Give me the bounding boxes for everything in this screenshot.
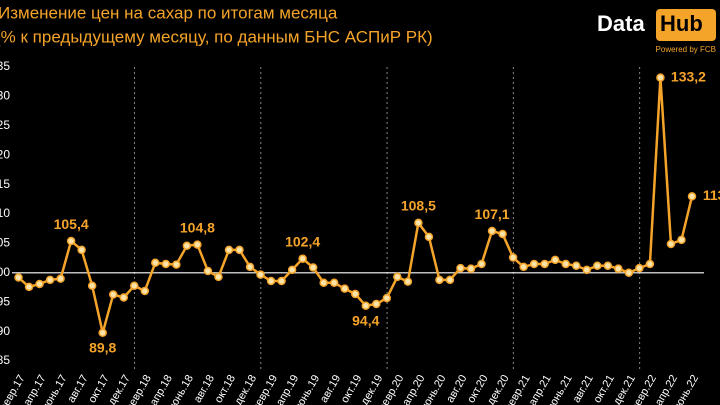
point — [277, 276, 286, 286]
point — [687, 192, 697, 201]
point — [603, 261, 613, 270]
point — [298, 254, 307, 263]
point — [193, 240, 202, 249]
point — [203, 266, 213, 276]
point — [266, 276, 276, 286]
point — [130, 281, 139, 290]
point — [56, 274, 65, 283]
point — [456, 263, 465, 273]
point — [645, 259, 655, 269]
point — [498, 229, 507, 239]
y-tick-label: 125 — [0, 118, 10, 132]
point — [108, 290, 118, 299]
y-tick-label: 135 — [0, 59, 10, 73]
data-label: 107,1 — [475, 206, 510, 222]
point — [519, 262, 528, 272]
point — [161, 259, 171, 269]
point — [677, 235, 686, 245]
point — [308, 263, 318, 272]
point — [235, 245, 244, 255]
point — [656, 73, 665, 82]
point — [445, 275, 455, 285]
y-tick-label: 110 — [0, 206, 10, 220]
point — [361, 301, 371, 310]
point — [372, 299, 381, 309]
point — [214, 272, 223, 282]
point — [540, 259, 549, 269]
point — [582, 265, 592, 275]
data-label: 104,8 — [180, 219, 215, 235]
data-label: 113,0 — [703, 187, 720, 203]
point — [287, 265, 297, 275]
point — [571, 261, 581, 270]
data-label: 89,8 — [89, 339, 116, 355]
point — [182, 241, 192, 251]
y-tick-label: 130 — [0, 89, 10, 103]
point — [98, 328, 107, 338]
point — [635, 263, 644, 273]
data-label: 94,4 — [352, 312, 379, 328]
point — [593, 261, 602, 270]
data-label: 133,2 — [671, 68, 706, 84]
point — [172, 260, 181, 269]
chart-title: Изменение цен на сахар по итогам месяца — [0, 3, 338, 22]
point — [414, 218, 423, 228]
logo: Data Hub Powered by FCB — [597, 9, 716, 54]
point — [624, 268, 634, 278]
point — [119, 293, 128, 302]
point — [340, 284, 349, 293]
point — [77, 245, 86, 255]
point — [319, 278, 328, 288]
logo-box — [656, 9, 716, 41]
point — [561, 259, 570, 269]
point — [351, 289, 360, 299]
point — [382, 293, 392, 303]
point — [508, 253, 518, 262]
point — [245, 262, 255, 272]
data-label: 102,4 — [285, 233, 320, 249]
y-tick-label: 120 — [0, 147, 10, 161]
logo-right: Hub — [660, 11, 703, 36]
point — [550, 255, 560, 265]
data-label: 108,5 — [401, 198, 436, 214]
point — [466, 264, 476, 273]
chart-subtitle: (% к предыдущему месяцу, по данным БНС А… — [0, 27, 433, 46]
y-tick-label: 105 — [0, 236, 10, 250]
point — [424, 232, 434, 242]
point — [151, 258, 160, 268]
point — [529, 259, 539, 269]
logo-tagline: Powered by FCB — [656, 45, 716, 54]
point — [256, 270, 265, 279]
point — [35, 279, 44, 289]
y-tick-label: 115 — [0, 177, 10, 191]
point — [224, 245, 234, 255]
point — [140, 286, 150, 296]
point — [666, 239, 676, 249]
point — [487, 226, 497, 236]
y-tick-label: 100 — [0, 265, 10, 279]
point — [393, 272, 402, 282]
point — [14, 273, 23, 282]
data-label: 105,4 — [54, 216, 89, 232]
point — [45, 275, 55, 285]
point — [614, 264, 623, 273]
point — [66, 236, 76, 246]
point — [435, 275, 444, 285]
y-tick-label: 95 — [0, 294, 10, 308]
point — [329, 278, 339, 288]
point — [24, 282, 34, 292]
logo-left: Data — [597, 11, 645, 36]
point — [477, 259, 486, 269]
y-tick-label: 90 — [0, 324, 10, 338]
point — [87, 281, 97, 290]
y-tick-label: 85 — [0, 353, 10, 367]
point — [403, 277, 413, 286]
